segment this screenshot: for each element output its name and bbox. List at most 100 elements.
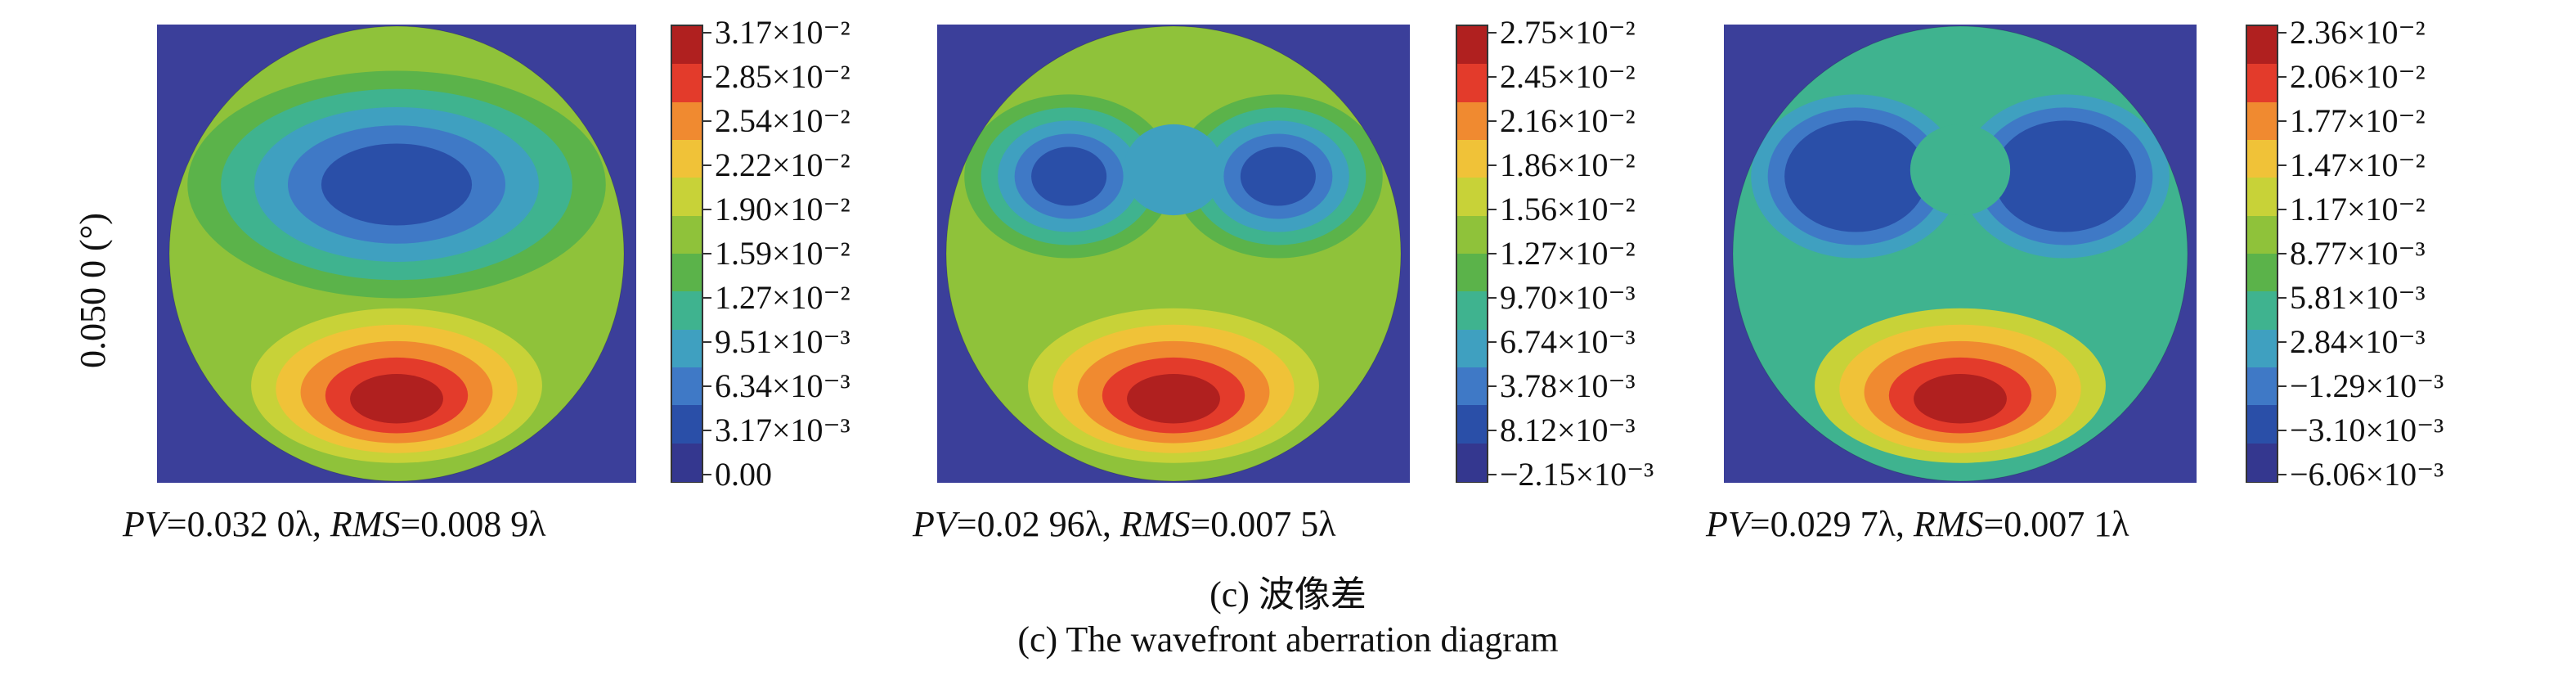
pupil-contours bbox=[1733, 26, 2188, 481]
colorbar-tick-mark bbox=[703, 430, 711, 431]
colorbar-level bbox=[672, 443, 702, 482]
rms-value: =0.007 5λ bbox=[1190, 504, 1336, 544]
colorbar-tick-label: 0.00 bbox=[715, 456, 772, 493]
colorbar-tick-mark bbox=[1488, 253, 1497, 254]
colorbar-2-ticks: 2.75×10⁻² 2.45×10⁻² 2.16×10⁻² 1.86×10⁻² 1.56… bbox=[1488, 16, 1685, 491]
contour-band bbox=[1910, 124, 2011, 216]
colorbar-tick-mark bbox=[2278, 120, 2287, 122]
colorbar-tick-label: 1.77×10⁻² bbox=[2290, 102, 2426, 139]
colorbar-level bbox=[2247, 101, 2277, 141]
colorbar-level bbox=[672, 64, 702, 103]
colorbar-tick-mark bbox=[1488, 430, 1497, 431]
colorbar-level bbox=[2247, 405, 2277, 444]
pv-label: PV bbox=[1706, 504, 1750, 544]
colorbar-level bbox=[2247, 329, 2277, 368]
colorbar-tick-label: 5.81×10⁻³ bbox=[2290, 279, 2426, 316]
colorbar-tick-label: 3.17×10⁻³ bbox=[715, 412, 850, 448]
colorbar-level bbox=[2247, 140, 2277, 178]
contour-band bbox=[350, 373, 443, 424]
colorbar-tick-label: 1.27×10⁻² bbox=[1500, 235, 1636, 272]
colorbar-3 bbox=[2246, 25, 2278, 483]
colorbar-level bbox=[1457, 178, 1487, 217]
colorbar-1 bbox=[671, 25, 703, 483]
colorbar-tick-mark bbox=[2278, 32, 2287, 34]
colorbar-tick-label: 2.75×10⁻² bbox=[1500, 14, 1636, 51]
colorbar-tick-mark bbox=[1488, 32, 1497, 34]
colorbar-tick-mark bbox=[2278, 430, 2287, 431]
colorbar-tick-label: 3.78×10⁻³ bbox=[1500, 367, 1636, 404]
contour-band bbox=[1127, 373, 1220, 424]
colorbar-level bbox=[2247, 64, 2277, 103]
y-axis-label: 0.050 0 (°) bbox=[73, 213, 113, 368]
colorbar-tick-label: 2.85×10⁻² bbox=[715, 58, 850, 95]
colorbar-tick-label: 1.90×10⁻² bbox=[715, 191, 850, 227]
colorbar-tick-mark bbox=[2278, 253, 2287, 254]
colorbar-tick-mark bbox=[2278, 164, 2287, 166]
colorbar-tick-mark bbox=[1488, 209, 1497, 210]
colorbar-tick-label: 1.27×10⁻² bbox=[715, 279, 850, 316]
pv-label: PV bbox=[123, 504, 167, 544]
pv-rms-label-2: PV=0.02 96λ, RMS=0.007 5λ bbox=[913, 503, 1336, 545]
pupil-contours bbox=[169, 26, 624, 481]
colorbar-tick-mark bbox=[703, 120, 711, 122]
colorbar-tick-label: 1.47×10⁻² bbox=[2290, 146, 2426, 183]
colorbar-tick-mark bbox=[1488, 76, 1497, 78]
colorbar-level bbox=[672, 101, 702, 141]
colorbar-tick-label: 9.70×10⁻³ bbox=[1500, 279, 1636, 316]
colorbar-tick-label: 2.06×10⁻² bbox=[2290, 58, 2426, 95]
colorbar-level bbox=[2247, 291, 2277, 331]
colorbar-level bbox=[2247, 254, 2277, 292]
pupil-outline bbox=[945, 25, 1402, 482]
colorbar-tick-mark bbox=[703, 164, 711, 166]
contour-band bbox=[321, 143, 473, 226]
colorbar-tick-label: 1.56×10⁻² bbox=[1500, 191, 1636, 227]
colorbar-level bbox=[672, 329, 702, 368]
colorbar-tick-mark bbox=[703, 474, 711, 475]
wavefront-map-2 bbox=[937, 25, 1410, 483]
colorbar-3-ticks: 2.36×10⁻² 2.06×10⁻² 1.77×10⁻² 1.47×10⁻² 1.17… bbox=[2278, 16, 2491, 491]
rms-value: =0.008 9λ bbox=[400, 504, 546, 544]
colorbar-tick-label: 2.16×10⁻² bbox=[1500, 102, 1636, 139]
rms-label: RMS bbox=[1913, 504, 1984, 544]
colorbar-2 bbox=[1456, 25, 1488, 483]
colorbar-tick-mark bbox=[2278, 209, 2287, 210]
rms-label: RMS bbox=[330, 504, 401, 544]
caption-en: (c) The wavefront aberration diagram bbox=[1017, 619, 1559, 660]
colorbar-tick-mark bbox=[2278, 341, 2287, 343]
colorbar-level bbox=[672, 254, 702, 292]
colorbar-level bbox=[2247, 367, 2277, 406]
colorbar-level bbox=[1457, 140, 1487, 178]
colorbar-tick-label: 2.22×10⁻² bbox=[715, 146, 850, 183]
colorbar-level bbox=[1457, 291, 1487, 331]
colorbar-tick-mark bbox=[703, 76, 711, 78]
colorbar-tick-label: 2.45×10⁻² bbox=[1500, 58, 1636, 95]
colorbar-tick-label: −3.10×10⁻³ bbox=[2290, 412, 2444, 448]
colorbar-tick-label: 6.34×10⁻³ bbox=[715, 367, 850, 404]
colorbar-tick-mark bbox=[1488, 385, 1497, 387]
colorbar-tick-label: 8.77×10⁻³ bbox=[2290, 235, 2426, 272]
caption-cn: (c) 波像差 bbox=[1209, 574, 1367, 615]
contour-band bbox=[1240, 146, 1316, 206]
colorbar-tick-label: −6.06×10⁻³ bbox=[2290, 456, 2444, 493]
colorbar-level bbox=[1457, 405, 1487, 444]
colorbar-tick-mark bbox=[1488, 341, 1497, 343]
rms-value: =0.007 1λ bbox=[1983, 504, 2129, 544]
colorbar-tick-mark bbox=[703, 253, 711, 254]
colorbar-tick-label: 2.54×10⁻² bbox=[715, 102, 850, 139]
colorbar-tick-mark bbox=[703, 297, 711, 299]
colorbar-tick-mark bbox=[703, 32, 711, 34]
contour-band bbox=[1914, 373, 2007, 424]
colorbar-tick-mark bbox=[1488, 474, 1497, 475]
colorbar-level bbox=[1457, 64, 1487, 103]
colorbar-level bbox=[1457, 329, 1487, 368]
colorbar-tick-mark bbox=[703, 209, 711, 210]
pv-rms-label-1: PV=0.032 0λ, RMS=0.008 9λ bbox=[123, 503, 546, 545]
colorbar-tick-mark bbox=[1488, 164, 1497, 166]
colorbar-tick-label: 1.86×10⁻² bbox=[1500, 146, 1636, 183]
colorbar-level bbox=[1457, 254, 1487, 292]
contour-band bbox=[1123, 124, 1224, 216]
colorbar-tick-mark bbox=[2278, 385, 2287, 387]
colorbar-level bbox=[1457, 101, 1487, 141]
colorbar-level bbox=[672, 291, 702, 331]
colorbar-tick-mark bbox=[2278, 297, 2287, 299]
